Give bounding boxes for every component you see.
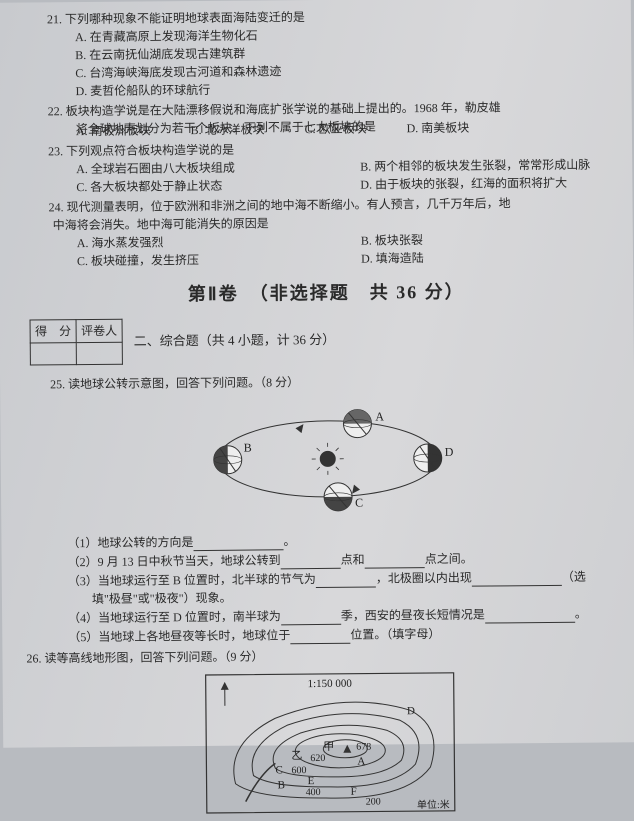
elev-678: 678 bbox=[356, 742, 371, 753]
q26-num: 26. bbox=[26, 651, 41, 665]
blank bbox=[281, 555, 341, 570]
q25-s3b: ，北极圈以内出现 bbox=[376, 571, 472, 586]
north-arrow-icon bbox=[221, 682, 229, 706]
map-unit: 单位:米 bbox=[417, 798, 450, 811]
q25-s4a: （4）当地球运行至 D 位置时，南半球为 bbox=[68, 609, 281, 625]
blank bbox=[290, 630, 350, 645]
earth-c bbox=[324, 483, 352, 511]
elev-620: 620 bbox=[310, 753, 325, 764]
q24-num: 24. bbox=[48, 200, 63, 214]
label-map-a: A bbox=[357, 756, 365, 768]
q21-stem: 下列哪种现象不能证明地球表面海陆变迁的是 bbox=[65, 10, 305, 26]
q22-opt-c: C. 欧亚板块 bbox=[304, 120, 366, 139]
label-yi: 乙 bbox=[291, 749, 302, 762]
label-b: B bbox=[244, 441, 252, 455]
q24-opt-d: D. 填海造陆 bbox=[361, 249, 424, 268]
map-scale: 1:150 000 bbox=[308, 678, 353, 690]
section-2-heading: 二、综合题（共 4 小题，计 36 分） bbox=[134, 330, 336, 351]
q22-stem1: 板块构造学说是在大陆漂移假说和海底扩张学说的基础上提出的。1968 年，勒皮雄 bbox=[66, 100, 501, 118]
peak-icon bbox=[343, 745, 351, 753]
question-22: 22. 板块构造学说是在大陆漂移假说和海底扩张学说的基础上提出的。1968 年，… bbox=[48, 98, 602, 141]
elev-200: 200 bbox=[366, 796, 381, 807]
q25-s3c: （选 bbox=[562, 570, 586, 584]
q25-stem: 读地球公转示意图，回答下列问题。（8 分） bbox=[68, 375, 299, 391]
label-d: D bbox=[445, 445, 454, 459]
contour-svg: 1:150 000 678 620 600 400 200 bbox=[205, 672, 456, 814]
q24-opt-c: C. 板块碰撞，发生挤压 bbox=[77, 250, 361, 270]
q24-opt-b: B. 板块张裂 bbox=[361, 231, 423, 250]
q21-num: 21. bbox=[47, 12, 62, 26]
q23-opt-d: D. 由于板块的张裂，红海的面积将扩大 bbox=[360, 174, 567, 194]
section-2-title: 第Ⅱ卷 （非选择题 共 36 分） bbox=[49, 277, 603, 309]
question-26: 26. 读等高线地形图，回答下列问题。（9 分） bbox=[26, 644, 606, 667]
q25-s4c: 。 bbox=[575, 607, 587, 621]
q23-opt-b: B. 两个相邻的板块发生张裂，常常形成山脉 bbox=[360, 156, 590, 176]
question-23: 23. 下列观点符合板块构造学说的是 A. 全球岩石圈由八大板块组成 B. 两个… bbox=[48, 138, 602, 197]
blank bbox=[485, 609, 575, 624]
earth-d bbox=[414, 444, 442, 472]
score-table: 得 分 评卷人 bbox=[30, 319, 123, 366]
q25-s1-end: 。 bbox=[283, 534, 295, 548]
score-cell-grader: 评卷人 bbox=[76, 319, 122, 342]
label-map-e: E bbox=[308, 775, 315, 787]
question-21: 21. 下列哪种现象不能证明地球表面海陆变迁的是 A. 在青藏高原上发现海洋生物… bbox=[47, 6, 602, 101]
exam-page: 21. 下列哪种现象不能证明地球表面海陆变迁的是 A. 在青藏高原上发现海洋生物… bbox=[0, 0, 634, 748]
label-map-c: C bbox=[275, 764, 282, 776]
earth-b bbox=[214, 446, 242, 474]
label-a: A bbox=[375, 409, 384, 423]
q25-s3d: 填"极昼"或"极夜"）现象。 bbox=[92, 591, 232, 606]
q26-stem: 读等高线地形图，回答下列问题。（9 分） bbox=[44, 649, 263, 665]
orbit-svg: A B C D bbox=[197, 398, 458, 520]
q25-num: 25. bbox=[50, 377, 65, 391]
label-c: C bbox=[355, 496, 363, 510]
q23-num: 23. bbox=[48, 144, 63, 158]
q25-s4b: 季，西安的昼夜长短情况是 bbox=[341, 608, 485, 623]
elev-400: 400 bbox=[306, 787, 321, 798]
q25-s2c: 点之间。 bbox=[425, 552, 473, 566]
orbit-arrow bbox=[352, 485, 360, 494]
q25-s5a: （5）当地球上各地昼夜等长时，地球位于 bbox=[68, 628, 290, 644]
contour-map: 1:150 000 678 620 600 400 200 bbox=[53, 670, 608, 820]
q22-opt-b: B. 北冰洋板块 bbox=[190, 120, 264, 139]
q25-sub5: （5）当地球上各地昼夜等长时，地球位于 位置。（填字母） bbox=[52, 623, 606, 646]
blank bbox=[281, 611, 341, 626]
earth-a bbox=[343, 410, 371, 438]
q24-stem2: 中海将会消失。地中海可能消失的原因是 bbox=[53, 216, 269, 232]
q22-num: 22. bbox=[48, 104, 63, 118]
q25-sub3: （3）当地球运行至 B 位置时，北半球的节气为 ，北极圈以内出现 （选 填"极昼"或… bbox=[52, 567, 606, 608]
q25-s2b: 点和 bbox=[341, 553, 365, 567]
q25-s2a: （2）9 月 13 日中秋节当天，地球公转到 bbox=[68, 553, 281, 569]
q25-s3a: （3）当地球运行至 B 位置时，北半球的节气为 bbox=[68, 572, 316, 588]
blank bbox=[472, 572, 562, 587]
score-cell-empty2 bbox=[76, 342, 122, 364]
section-2-header: 得 分 评卷人 二、综合题（共 4 小题，计 36 分） bbox=[50, 314, 604, 365]
elev-600: 600 bbox=[291, 765, 306, 776]
blank bbox=[316, 573, 376, 588]
label-jia: 甲 bbox=[323, 741, 334, 753]
orbit-arrow bbox=[295, 424, 303, 433]
label-map-f: F bbox=[351, 786, 357, 798]
q24-stem1: 现代测量表明，位于欧洲和非洲之间的地中海不断缩小。有人预言，几千万年后，地 bbox=[66, 196, 510, 214]
question-24: 24. 现代测量表明，位于欧洲和非洲之间的地中海不断缩小。有人预言，几千万年后，… bbox=[48, 194, 603, 271]
score-cell-score: 得 分 bbox=[30, 320, 76, 343]
q25-s1: （1）地球公转的方向是 bbox=[67, 535, 193, 550]
label-map-b: B bbox=[278, 779, 285, 791]
q23-stem: 下列观点符合板块构造学说的是 bbox=[66, 143, 234, 158]
q21-opt-d: D. 麦哲伦船队的环球航行 bbox=[75, 78, 601, 101]
blank bbox=[193, 536, 283, 551]
blank bbox=[365, 554, 425, 569]
label-map-d: D bbox=[407, 705, 415, 717]
q22-opt-a: A. 南极洲板块 bbox=[76, 121, 151, 140]
q23-opt-c: C. 各大板块都处于静止状态 bbox=[76, 176, 360, 196]
score-cell-empty1 bbox=[30, 343, 76, 365]
question-25: 25. 读地球公转示意图，回答下列问题。（8 分） bbox=[50, 370, 604, 393]
q25-s5b: 位置。（填字母） bbox=[350, 627, 440, 642]
orbit-diagram: A B C D bbox=[50, 396, 605, 526]
q22-opt-d: D. 南美板块 bbox=[406, 119, 469, 138]
